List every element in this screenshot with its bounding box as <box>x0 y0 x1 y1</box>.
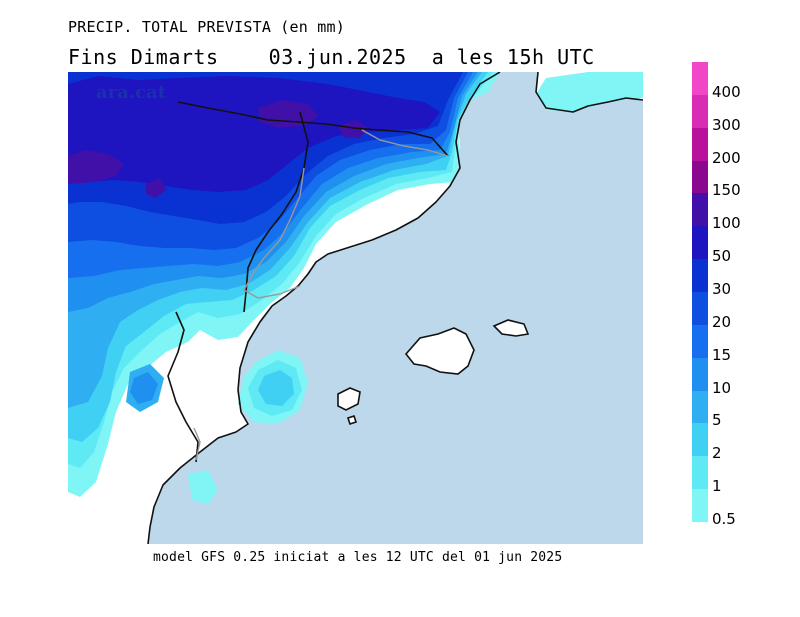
colorbar-label: 20 <box>712 312 732 331</box>
valencia-border <box>167 311 199 463</box>
colorbar-label: 5 <box>712 411 722 430</box>
colorbar-label: 300 <box>712 115 741 134</box>
colorbar-label: 200 <box>712 148 741 167</box>
precip-100-spot <box>146 178 166 198</box>
admin-borders <box>193 129 449 461</box>
colorbar-label: 15 <box>712 345 732 364</box>
colorbar-label: 1 <box>712 477 722 496</box>
watermark: ara.cat <box>96 82 167 103</box>
colorbar-label: 400 <box>712 82 741 101</box>
colorbar-swatch <box>692 390 708 424</box>
mainland-coastline <box>147 72 501 544</box>
mallorca <box>404 327 475 375</box>
precipitation-field <box>68 72 643 504</box>
precip-2-coast <box>258 370 294 406</box>
formentera <box>346 414 358 426</box>
colorbar-label: 150 <box>712 181 741 200</box>
colorbar-swatch <box>692 127 708 161</box>
colorbar-swatch <box>692 62 708 95</box>
colorbar-swatch <box>692 489 708 522</box>
colorbar-swatch <box>692 423 708 457</box>
precip-50 <box>68 76 440 192</box>
colorbar-label: 30 <box>712 280 732 298</box>
province-border-south <box>193 427 201 461</box>
provence-coastline <box>535 72 643 113</box>
precip-100 <box>68 150 124 184</box>
precipitation-map: ara.cat <box>68 72 643 544</box>
colorbar-swatch <box>692 226 708 260</box>
precip-0.5-south <box>188 470 218 504</box>
precip-10-spot <box>130 372 158 404</box>
andorra-border <box>361 129 449 157</box>
colorbar-label: 10 <box>712 378 732 397</box>
colorbar-swatch <box>692 357 708 391</box>
model-info: model GFS 0.25 iniciat a les 12 UTC del … <box>153 550 563 565</box>
colorbar-swatch <box>692 259 708 292</box>
forecast-valid-time: Fins Dimarts 03.jun.2025 a les 15h UTC <box>68 45 595 69</box>
coastlines <box>147 72 643 544</box>
colorbar-label: 2 <box>712 444 722 463</box>
colorbar-strip <box>692 62 708 522</box>
precip-0.5-east <box>536 72 643 112</box>
map-title: PRECIP. TOTAL PREVISTA (en mm) <box>68 18 345 36</box>
colorbar-swatch <box>692 292 708 325</box>
province-border <box>243 167 305 299</box>
colorbar-swatch <box>692 324 708 358</box>
france-spain-border <box>177 101 449 157</box>
menorca <box>492 319 530 337</box>
ibiza <box>337 387 361 411</box>
colorbar-label: 50 <box>712 247 732 266</box>
colorbar-swatch <box>692 160 708 194</box>
colorbar-swatch <box>692 456 708 490</box>
colorbar-swatch <box>692 193 708 227</box>
precip-100-ne <box>338 120 368 138</box>
colorbar-label: 0.5 <box>712 510 736 528</box>
colorbar-label: 100 <box>712 214 741 233</box>
catalonia-aragon-border <box>243 111 309 313</box>
colorbar-swatch <box>692 94 708 128</box>
balearic-islands <box>337 319 530 426</box>
